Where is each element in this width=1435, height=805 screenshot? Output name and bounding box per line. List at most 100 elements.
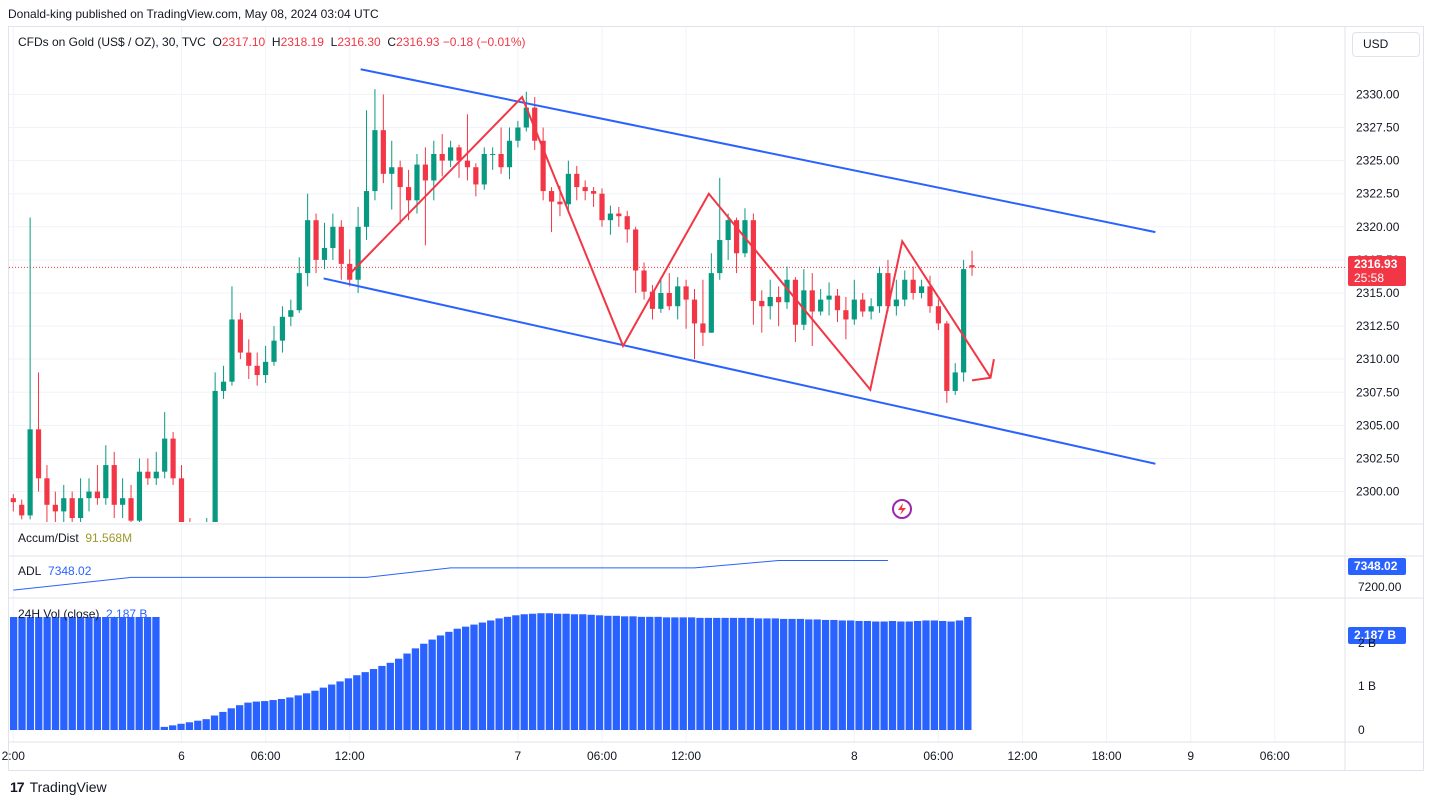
volume-bar [436, 635, 445, 730]
volume-bar [102, 617, 110, 730]
volume-bar [252, 701, 261, 730]
volume-axis-tick-0: 0 [1358, 723, 1365, 737]
candle-body [607, 213, 614, 221]
volume-bar [537, 613, 545, 730]
candle-body [170, 438, 176, 479]
volume-bar [604, 615, 612, 730]
candle-body [313, 220, 319, 260]
volume-bar [403, 653, 411, 730]
candle-body [750, 220, 756, 301]
candle-body [162, 438, 168, 472]
volume-bar [905, 621, 913, 730]
candle-body [305, 220, 311, 274]
candle-body [263, 361, 269, 376]
candle-body [952, 372, 958, 391]
volume-bar [60, 617, 68, 730]
volume-bar [947, 621, 955, 730]
volume-bar [235, 705, 244, 730]
candle-body [355, 226, 361, 280]
time-axis-label: 12:00 [335, 749, 365, 763]
candle-body [691, 299, 698, 324]
accum-dist-label[interactable]: Accum/Dist 91.568M [18, 531, 133, 545]
volume-bar [319, 687, 327, 730]
candle-body [540, 140, 546, 192]
candle-body [885, 273, 891, 307]
last-price-tag: 2316.93 25:58 [1348, 256, 1406, 286]
volume-bar [127, 617, 135, 730]
candle-body [448, 147, 454, 161]
candle-body [473, 167, 479, 185]
time-axis-label: 9 [1187, 749, 1194, 763]
price-axis-label: 2327.50 [1356, 121, 1400, 135]
candle-body [279, 316, 286, 341]
volume-bar [169, 725, 177, 730]
candle-body [818, 299, 824, 312]
volume-bar [35, 617, 43, 730]
candle-body [565, 173, 571, 205]
volume-bar [428, 639, 436, 730]
candle-body [372, 130, 378, 192]
candle-body [590, 191, 597, 194]
candle-body [178, 478, 185, 522]
candle-body [237, 319, 243, 353]
high-value: 2318.19 [280, 35, 324, 49]
price-axis-label: 2302.50 [1356, 451, 1400, 465]
volume-bar [227, 708, 235, 730]
candle-body [532, 107, 538, 141]
volume-bar [528, 613, 537, 730]
candle-body [77, 498, 84, 519]
volume-axis-tick-2b: 2 B [1358, 636, 1377, 650]
candle-body [321, 247, 328, 260]
pattern-arrowhead [971, 358, 995, 382]
volume-bar [353, 675, 361, 730]
volume-bar [545, 613, 553, 730]
candle-body [414, 164, 420, 201]
volume-bar [118, 617, 127, 730]
volume-bar [76, 617, 85, 730]
adl-axis-tag: 7348.02 [1348, 558, 1406, 575]
candle-body [246, 352, 252, 366]
volume-bar [395, 658, 403, 730]
candle-body [35, 429, 42, 479]
tradingview-footer[interactable]: 17 TradingView [10, 779, 107, 795]
volume-bar [344, 678, 353, 730]
candle-body [212, 390, 218, 522]
time-axis-label: 06:00 [923, 749, 953, 763]
channel-lower-line [323, 277, 1156, 465]
volume-bar [796, 618, 805, 730]
volume-bar [930, 620, 938, 730]
adl-label[interactable]: ADL 7348.02 [18, 564, 92, 578]
candle-body [876, 273, 883, 307]
volume-bar [487, 620, 495, 730]
flash-bolt-icon [898, 503, 906, 515]
candle-body [927, 286, 933, 307]
candle-body [893, 299, 899, 307]
volume-bar [336, 681, 344, 730]
tradingview-logo-icon: 17 [10, 779, 25, 795]
candle-body [860, 299, 866, 312]
volume-bar [277, 698, 286, 730]
volume-bar [570, 614, 579, 730]
currency-button[interactable]: USD [1352, 32, 1420, 57]
candle-body [296, 273, 302, 311]
volume-bar [143, 617, 152, 730]
volume-bar [194, 720, 202, 730]
volume-bar [445, 631, 453, 730]
candle-body [658, 292, 664, 309]
candle-body [574, 173, 580, 188]
volume-bar [754, 618, 763, 730]
volume-label[interactable]: 24H Vol (close) 2.187 B [18, 607, 148, 621]
bar-countdown: 25:58 [1354, 271, 1385, 285]
volume-bar [269, 700, 277, 730]
candle-body [229, 319, 235, 382]
volume-bar [880, 621, 888, 730]
volume-bar [587, 614, 595, 730]
volume-bar [813, 619, 821, 730]
volume-bar [780, 618, 788, 730]
volume-bar [746, 617, 754, 730]
candle-body [582, 187, 588, 192]
candle-body [961, 269, 967, 373]
candle-body [204, 529, 209, 538]
price-axis-label: 2300.00 [1356, 485, 1400, 499]
